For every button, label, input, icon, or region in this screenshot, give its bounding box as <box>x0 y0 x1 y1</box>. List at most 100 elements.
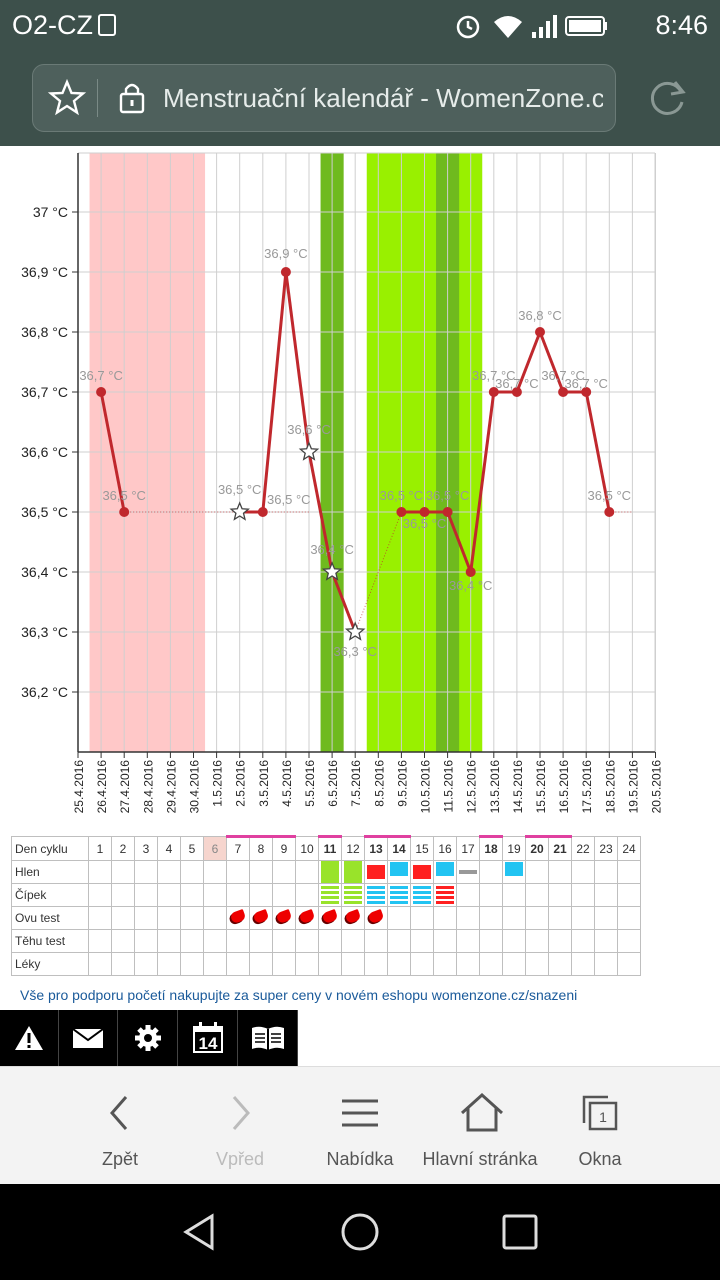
cycle-cell <box>571 952 595 976</box>
cervix-marker <box>367 891 385 894</box>
diary-button[interactable] <box>239 1010 298 1066</box>
cycle-cell <box>111 906 135 930</box>
x-tick-label: 19.5.2016 <box>626 760 640 814</box>
cycle-cell <box>617 860 641 884</box>
calendar-icon: 14 <box>193 1022 223 1053</box>
cycle-cell <box>134 929 158 953</box>
cycle-cell <box>525 860 549 884</box>
cycle-day-cell: 16 <box>433 836 457 861</box>
cycle-cell <box>410 860 434 884</box>
y-tick-label: 36,6 °C <box>21 444 68 460</box>
cycle-cell <box>249 906 273 930</box>
cycle-day-cell: 9 <box>272 835 296 861</box>
cervix-marker <box>436 896 454 899</box>
cycle-table: Den cyklu 1 2 3 4 5 6 7 8 9 10 11 12 13 14 15 16 17 18 19 20… <box>11 835 641 976</box>
y-tick-label: 36,5 °C <box>21 504 68 520</box>
data-label: 36,5 °C <box>267 492 311 507</box>
system-nav-bar <box>0 1184 720 1280</box>
promo-link[interactable]: Vše pro podporu početí nakupujte za supe… <box>20 987 578 1003</box>
cycle-cell <box>456 906 480 930</box>
menu-label: Nabídka <box>326 1149 394 1169</box>
cycle-day-cell: 5 <box>180 836 204 861</box>
ovulation-test-drop-icon <box>275 908 293 925</box>
back-label: Zpět <box>101 1149 139 1169</box>
system-recents-icon[interactable] <box>500 1212 540 1252</box>
book-icon <box>252 1026 284 1050</box>
series-segment <box>584 391 611 513</box>
alarm-icon <box>456 15 480 39</box>
cycle-cell <box>203 883 227 907</box>
data-label: 36,7 °C <box>564 376 608 391</box>
cycle-cell <box>617 929 641 953</box>
cycle-row-cipek: Čípek <box>11 883 641 907</box>
cycle-day-cell: 24 <box>617 836 641 861</box>
settings-button[interactable] <box>119 1010 178 1066</box>
cycle-cell <box>502 883 526 907</box>
tabs-count: 1 <box>599 1109 607 1125</box>
cycle-day-cell: 10 <box>295 836 319 861</box>
tabs-label: Okna <box>578 1149 622 1169</box>
cervix-marker <box>321 901 339 904</box>
x-tick-label: 2.5.2016 <box>234 760 248 807</box>
data-point <box>419 507 430 517</box>
address-bar[interactable]: Menstruační kalendář - WomenZone.c <box>32 64 616 132</box>
temperature-chart: 37 °C 36,9 °C 36,8 °C 36,7 °C 36,6 °C 36,5 °C… <box>21 152 664 814</box>
cycle-day-cell: 22 <box>571 836 595 861</box>
cycle-cell <box>295 906 319 930</box>
ovulation-test-drop-icon <box>298 908 316 925</box>
cervix-marker <box>436 886 454 889</box>
cycle-row-ovu: Ovu test <box>11 906 641 930</box>
series-segment <box>261 271 288 513</box>
series-segment <box>284 271 311 453</box>
cycle-cell <box>525 929 549 953</box>
system-home-icon[interactable] <box>339 1211 381 1253</box>
series-segment <box>330 571 357 633</box>
cycle-cell <box>571 860 595 884</box>
series-segment <box>515 331 542 393</box>
data-point <box>465 567 476 577</box>
cycle-day-cell: 8 <box>249 835 273 861</box>
cervix-marker <box>413 896 431 899</box>
mucus-marker <box>344 861 362 883</box>
cycle-cell <box>456 929 480 953</box>
row-label: Den cyklu <box>11 836 89 861</box>
cycle-cell <box>111 952 135 976</box>
home-label: Hlavní stránka <box>422 1149 538 1169</box>
cycle-cell <box>134 906 158 930</box>
mail-icon <box>73 1028 103 1048</box>
mail-button[interactable] <box>59 1010 118 1066</box>
x-tick-label: 18.5.2016 <box>603 760 617 814</box>
cycle-cell <box>157 860 181 884</box>
cycle-cell <box>318 860 342 884</box>
data-point-star <box>321 561 343 581</box>
cycle-cell <box>387 906 411 930</box>
data-point-star <box>229 501 250 521</box>
cycle-cell <box>548 860 572 884</box>
reload-icon[interactable] <box>647 76 689 118</box>
home-button[interactable]: Hlavní stránka <box>415 1067 545 1185</box>
cycle-cell <box>479 952 503 976</box>
cervix-marker <box>390 896 408 899</box>
tabs-button[interactable]: 1 Okna <box>535 1067 665 1185</box>
cycle-cell <box>364 952 388 976</box>
data-label: 36,5 °C <box>588 488 632 503</box>
cycle-cell <box>341 952 365 976</box>
cycle-cell <box>226 906 250 930</box>
cycle-cell <box>341 860 365 884</box>
menu-button[interactable]: Nabídka <box>295 1067 425 1185</box>
ovulation-test-drop-icon <box>344 908 362 925</box>
cycle-cell <box>134 883 158 907</box>
cycle-cell <box>157 952 181 976</box>
star-icon[interactable] <box>47 78 87 118</box>
cycle-day-cell: 6 <box>203 836 227 861</box>
x-tick-label: 3.5.2016 <box>257 760 271 807</box>
system-back-icon[interactable] <box>180 1212 220 1252</box>
cycle-cell <box>479 860 503 884</box>
back-button[interactable]: Zpět <box>55 1067 185 1185</box>
series-segment <box>446 511 473 573</box>
cycle-cell <box>134 860 158 884</box>
calendar-button[interactable]: 14 <box>179 1010 238 1066</box>
warning-button[interactable] <box>0 1010 59 1066</box>
forward-button[interactable]: Vpřed <box>175 1067 305 1185</box>
data-point <box>119 507 130 517</box>
